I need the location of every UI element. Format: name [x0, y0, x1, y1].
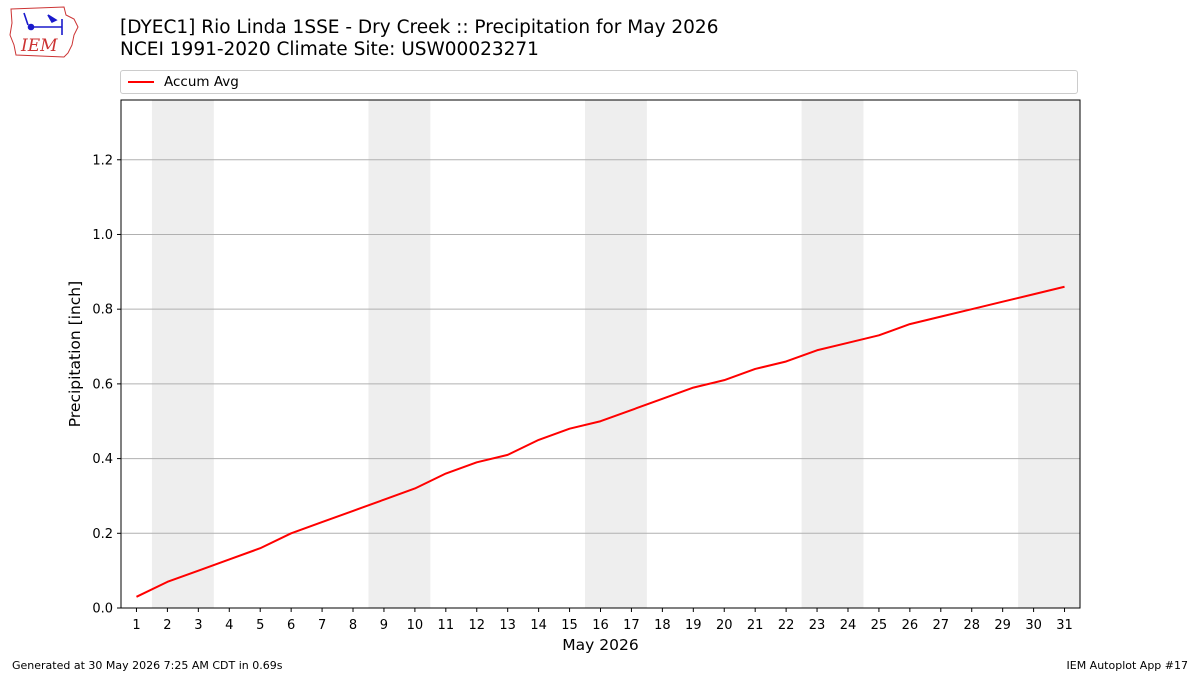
weekend-band-3 [585, 100, 647, 608]
y-tick-label: 0.0 [92, 602, 113, 617]
weekend-bands [151, 100, 1080, 608]
x-tick-label: 4 [225, 618, 233, 633]
x-axis-label: May 2026 [562, 636, 638, 654]
title-line-2: NCEI 1991-2020 Climate Site: USW00023271 [120, 39, 539, 60]
x-tick-label: 28 [963, 618, 980, 633]
app-credit: IEM Autoplot App #17 [1066, 659, 1189, 672]
x-tick-label: 15 [561, 618, 578, 633]
x-tick-label: 14 [530, 618, 547, 633]
weekend-band-1 [151, 100, 214, 608]
y-tick-label: 1.2 [92, 153, 113, 168]
x-tick-label: 12 [468, 618, 485, 633]
x-tick-label: 10 [407, 618, 424, 633]
x-tick-label: 20 [716, 618, 733, 633]
y-tick-label: 1.0 [92, 228, 113, 243]
x-tick-label: 9 [380, 618, 388, 633]
y-axis-label: Precipitation [inch] [66, 281, 84, 427]
y-tick-label: 0.4 [92, 452, 113, 467]
x-tick-label: 3 [194, 618, 202, 633]
legend-label-accum-avg: Accum Avg [164, 74, 239, 90]
weekend-band-2 [368, 100, 431, 608]
x-tick-label: 30 [1025, 618, 1042, 633]
x-tick-label: 18 [654, 618, 671, 633]
weekend-band-4 [801, 100, 864, 608]
y-axis: 0.0 0.2 0.4 0.6 0.8 1.0 1.2 [92, 153, 121, 617]
x-tick-label: 31 [1056, 618, 1073, 633]
y-tick-label: 0.2 [92, 527, 113, 542]
title-line-1: [DYEC1] Rio Linda 1SSE - Dry Creek :: Pr… [120, 17, 719, 38]
x-tick-label: 23 [809, 618, 826, 633]
legend: Accum Avg [120, 70, 1078, 94]
chart-title: [DYEC1] Rio Linda 1SSE - Dry Creek :: Pr… [120, 17, 718, 61]
weather-station-icon [23, 12, 63, 35]
legend-swatch-accum-avg [128, 81, 154, 83]
x-tick-label: 25 [871, 618, 888, 633]
x-tick-label: 7 [318, 618, 326, 633]
iowa-outline-icon [9, 6, 79, 58]
y-gridlines [121, 159, 1080, 534]
x-tick-label: 21 [747, 618, 764, 633]
x-tick-label: 2 [163, 618, 171, 633]
x-tick-label: 24 [840, 618, 857, 633]
x-tick-label: 29 [994, 618, 1011, 633]
weekend-band-5 [1018, 100, 1080, 608]
x-tick-label: 5 [256, 618, 264, 633]
y-tick-label: 0.6 [92, 377, 113, 392]
x-tick-label: 17 [623, 618, 640, 633]
x-tick-label: 16 [592, 618, 609, 633]
x-tick-label: 22 [778, 618, 795, 633]
generated-timestamp: Generated at 30 May 2026 7:25 AM CDT in … [12, 659, 283, 672]
logo-text: IEM [20, 36, 58, 56]
x-axis: 1 2 3 4 5 6 7 8 9 10 11 12 13 14 15 16 17 18 19 20 21 22 23 24 2… [132, 608, 1073, 633]
x-tick-label: 1 [132, 618, 140, 633]
x-tick-label: 27 [933, 618, 950, 633]
x-tick-label: 19 [685, 618, 702, 633]
iem-logo: IEM [9, 6, 79, 58]
x-tick-label: 26 [902, 618, 919, 633]
x-tick-label: 13 [499, 618, 516, 633]
x-tick-label: 11 [438, 618, 455, 633]
series-layer [136, 285, 1065, 598]
x-tick-label: 6 [287, 618, 295, 633]
y-tick-label: 0.8 [92, 303, 113, 318]
x-tick-label: 8 [349, 618, 357, 633]
